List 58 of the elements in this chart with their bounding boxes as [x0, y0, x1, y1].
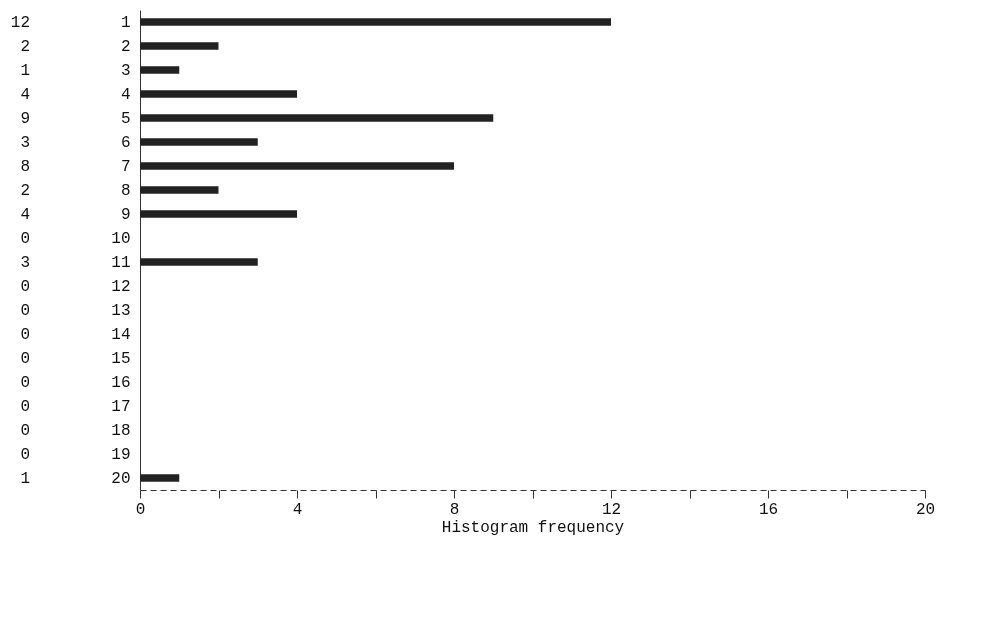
data-label: 4 — [20, 86, 30, 104]
x-tick-label: 8 — [449, 500, 460, 519]
y-tick-label: 16 — [111, 374, 131, 392]
x-tick-label: 0 — [135, 500, 146, 519]
bar — [140, 138, 258, 146]
data-label: 0 — [20, 350, 30, 368]
data-label: 0 — [20, 446, 30, 464]
x-tick-label: 12 — [601, 500, 622, 519]
data-label: 9 — [20, 110, 30, 128]
bar — [140, 474, 180, 482]
x-tick-label: 4 — [292, 500, 303, 519]
data-label: 3 — [20, 134, 30, 152]
data-label: 3 — [20, 254, 30, 272]
data-label: 0 — [20, 398, 30, 416]
data-label: 0 — [20, 326, 30, 344]
bar — [140, 90, 297, 98]
bar — [140, 42, 219, 50]
y-tick-label: 5 — [120, 110, 131, 128]
data-label: 0 — [20, 230, 30, 248]
data-label: 0 — [20, 374, 30, 392]
y-tick-label: 10 — [111, 230, 131, 248]
data-label: 0 — [20, 302, 30, 320]
y-tick-label: 14 — [111, 326, 131, 344]
y-tick-label: 2 — [120, 38, 131, 56]
x-axis-title: Histogram frequency — [441, 518, 625, 537]
y-tick-label: 13 — [111, 302, 131, 320]
data-label: 2 — [20, 38, 30, 56]
data-label: 4 — [20, 206, 30, 224]
y-tick-label: 3 — [120, 62, 131, 80]
bar — [140, 162, 454, 170]
data-label: 0 — [20, 422, 30, 440]
data-label: 0 — [20, 278, 30, 296]
y-tick-label: 12 — [111, 278, 131, 296]
bar — [140, 210, 297, 218]
data-label: 1 — [20, 62, 30, 80]
bar — [140, 258, 258, 266]
data-label: 12 — [10, 14, 30, 32]
y-tick-label: 11 — [111, 254, 131, 272]
x-tick-label: 16 — [758, 500, 779, 519]
data-label: 1 — [20, 470, 30, 488]
y-tick-label: 1 — [120, 14, 131, 32]
y-tick-label: 20 — [111, 470, 131, 488]
y-tick-label: 4 — [120, 86, 131, 104]
y-tick-label: 17 — [111, 398, 131, 416]
y-tick-label: 15 — [111, 350, 131, 368]
y-tick-label: 6 — [120, 134, 131, 152]
y-tick-label: 7 — [120, 158, 131, 176]
bar — [140, 114, 494, 122]
y-tick-label: 18 — [111, 422, 131, 440]
data-label: 8 — [20, 158, 30, 176]
y-tick-label: 19 — [111, 446, 131, 464]
bar — [140, 66, 180, 74]
x-tick-label: 20 — [915, 500, 936, 519]
bar — [140, 18, 611, 26]
y-tick-label: 8 — [120, 182, 131, 200]
y-tick-label: 9 — [120, 206, 131, 224]
bar — [140, 186, 219, 194]
data-label: 2 — [20, 182, 30, 200]
